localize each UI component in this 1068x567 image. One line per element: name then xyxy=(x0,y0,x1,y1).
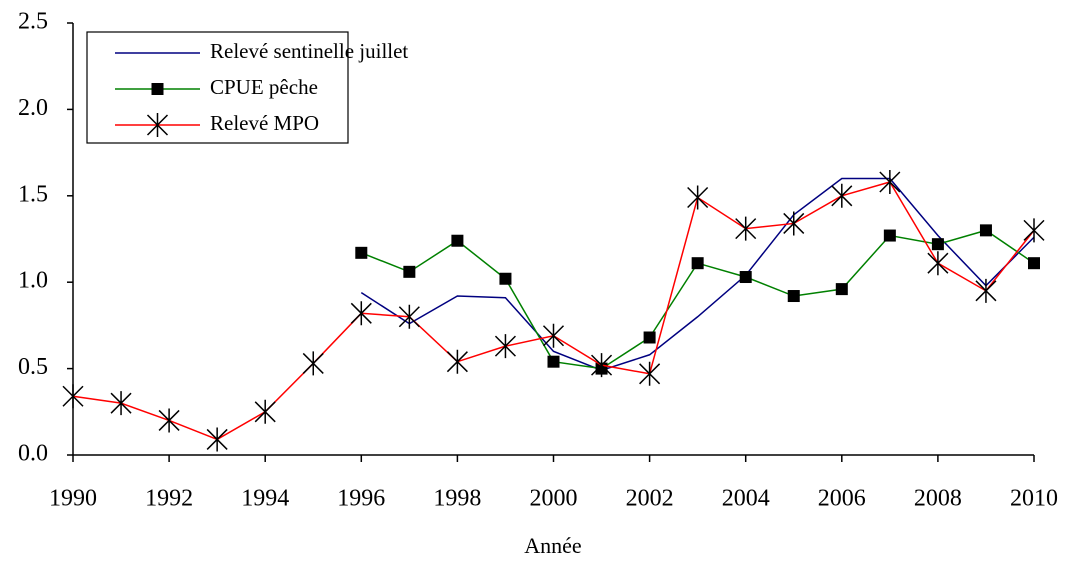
legend-label: CPUE pêche xyxy=(210,75,318,99)
point-marker xyxy=(494,334,516,359)
point-marker xyxy=(883,229,896,242)
point-marker xyxy=(831,183,853,208)
point-marker xyxy=(446,349,468,374)
point-marker xyxy=(110,391,132,416)
x-tick-label: 1994 xyxy=(241,486,289,512)
point-marker xyxy=(451,234,464,247)
point-marker xyxy=(931,238,944,251)
point-marker xyxy=(398,304,420,329)
point-marker xyxy=(302,351,324,376)
series-line xyxy=(361,229,1035,370)
x-tick-label: 2004 xyxy=(722,486,770,512)
y-tick-label: 1.5 xyxy=(18,181,48,207)
point-marker xyxy=(206,427,228,452)
y-tick-label: 1.0 xyxy=(18,268,48,294)
point-marker xyxy=(499,272,512,285)
series-line xyxy=(72,181,1035,441)
x-tick-label: 1992 xyxy=(145,486,193,512)
point-marker xyxy=(879,169,901,194)
point-marker xyxy=(787,290,800,303)
legend-marker xyxy=(146,113,169,137)
point-marker xyxy=(403,265,416,278)
point-marker xyxy=(158,408,180,433)
legend-label: Relevé MPO xyxy=(210,111,319,135)
y-tick-label: 0.0 xyxy=(18,441,48,467)
y-tick-label: 2.5 xyxy=(18,9,48,35)
x-axis-label: Année xyxy=(524,533,581,558)
point-marker xyxy=(639,361,661,386)
series-line xyxy=(360,177,1035,372)
point-marker xyxy=(542,323,565,348)
x-tick-label: 1996 xyxy=(337,486,385,512)
point-marker xyxy=(975,278,997,303)
point-marker xyxy=(547,355,560,368)
point-marker xyxy=(735,216,757,241)
x-tick-label: 2000 xyxy=(530,486,578,512)
point-marker xyxy=(591,353,613,378)
point-marker xyxy=(691,257,704,270)
x-tick-label: 2010 xyxy=(1010,486,1058,512)
point-marker xyxy=(979,224,992,237)
point-marker xyxy=(355,246,368,259)
x-tick-label: 1998 xyxy=(433,486,481,512)
legend-label: Relevé sentinelle juillet xyxy=(210,39,408,63)
point-marker xyxy=(687,185,709,210)
x-tick-label: 2008 xyxy=(914,486,962,512)
y-tick-label: 2.0 xyxy=(18,95,48,121)
point-marker xyxy=(254,399,276,424)
point-marker xyxy=(927,251,949,276)
point-marker xyxy=(62,384,84,409)
point-marker xyxy=(1028,257,1040,270)
point-marker xyxy=(739,271,752,284)
legend-marker xyxy=(151,83,164,95)
point-marker xyxy=(350,301,372,326)
x-tick-label: 2006 xyxy=(818,486,866,512)
x-tick-label: 2002 xyxy=(626,486,674,512)
point-marker xyxy=(1023,218,1045,243)
point-marker xyxy=(783,211,805,236)
y-tick-label: 0.5 xyxy=(18,354,48,380)
x-tick-label: 1990 xyxy=(49,486,97,512)
point-marker xyxy=(643,331,656,344)
point-marker xyxy=(835,283,848,296)
